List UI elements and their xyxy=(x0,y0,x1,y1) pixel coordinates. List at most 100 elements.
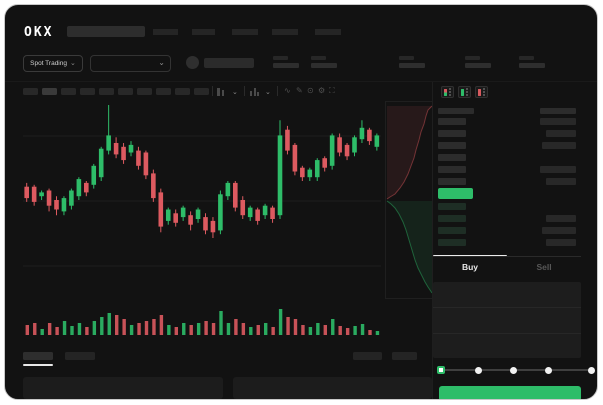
nav-item-placeholder[interactable] xyxy=(315,29,341,35)
market-type-dropdown[interactable]: Spot Trading ⌄ xyxy=(23,55,83,72)
timeframe-button[interactable] xyxy=(118,88,133,95)
orderbook-ask-row[interactable] xyxy=(438,154,576,161)
slider-step-dot[interactable] xyxy=(475,367,482,374)
orderbook-mode-both-icon[interactable] xyxy=(441,86,454,98)
candle xyxy=(292,144,298,172)
volume-bar xyxy=(196,323,201,335)
candle xyxy=(233,182,238,208)
orderbook-ask-row[interactable] xyxy=(438,166,576,173)
snapshot-icon[interactable]: ⊙ xyxy=(307,86,314,95)
orderbook-price-placeholder xyxy=(438,142,466,149)
volume-bar xyxy=(241,323,246,335)
nav-item-placeholder[interactable] xyxy=(232,29,258,35)
candlestick-chart[interactable] xyxy=(23,103,381,295)
volume-bar xyxy=(375,331,380,335)
chevron-down-icon[interactable]: ⌄ xyxy=(265,89,271,96)
order-form[interactable] xyxy=(433,282,581,358)
bottom-tab-active[interactable] xyxy=(23,352,53,360)
candle xyxy=(277,135,283,216)
candle xyxy=(374,135,380,147)
volume-bar xyxy=(182,323,186,335)
candle xyxy=(24,186,29,199)
search-input[interactable] xyxy=(67,26,145,37)
toolbar-divider xyxy=(212,86,213,96)
tab-sell[interactable]: Sell xyxy=(536,262,552,272)
candle xyxy=(128,144,134,153)
orderbook-mode-bids-icon[interactable] xyxy=(458,86,471,98)
candle xyxy=(46,190,52,206)
candle xyxy=(61,198,67,212)
volume-bar xyxy=(271,327,275,335)
orderbook-price-header xyxy=(438,108,474,114)
draw-tool-icon[interactable]: ✎ xyxy=(296,86,303,95)
timeframe-button[interactable] xyxy=(156,88,171,95)
orderbook-ask-row[interactable] xyxy=(438,142,576,149)
depth-bid-line xyxy=(386,200,432,294)
orderbook-price-placeholder xyxy=(438,227,466,234)
pair-name-placeholder xyxy=(204,58,254,68)
ticker-stat xyxy=(399,56,425,68)
candle xyxy=(143,152,149,176)
chevron-down-icon[interactable]: ⌄ xyxy=(232,89,238,96)
bottom-tab[interactable] xyxy=(65,352,95,360)
pair-selector-dropdown[interactable]: ⌄ xyxy=(90,55,171,72)
timeframe-button[interactable] xyxy=(61,88,76,95)
orderbook-amount-placeholder xyxy=(546,130,576,137)
orderbook-price-placeholder xyxy=(438,215,466,222)
slider-step-dot[interactable] xyxy=(510,367,517,374)
orderbook-bid-row[interactable] xyxy=(438,215,576,222)
slider-handle[interactable] xyxy=(437,366,445,374)
orderbook-amount-header xyxy=(540,108,576,114)
candle xyxy=(98,148,104,178)
nav-item-placeholder[interactable] xyxy=(272,29,298,35)
candle xyxy=(300,167,305,178)
tab-buy[interactable]: Buy xyxy=(461,262,479,272)
volume-bar xyxy=(323,325,327,335)
orderbook-ask-row[interactable] xyxy=(438,130,576,137)
timeframe-button-active[interactable] xyxy=(42,88,57,95)
timeframe-button[interactable] xyxy=(194,88,209,95)
timeframe-button[interactable] xyxy=(23,88,38,95)
orderbook-price-placeholder xyxy=(438,166,466,173)
volume-bar xyxy=(129,325,134,335)
timeframe-button[interactable] xyxy=(137,88,152,95)
bottom-action-placeholder[interactable] xyxy=(353,352,382,360)
orderbook-mode-asks-icon[interactable] xyxy=(475,86,488,98)
volume-bar xyxy=(189,325,193,335)
settings-icon[interactable]: ⚙ xyxy=(318,86,326,95)
buy-submit-button[interactable] xyxy=(439,386,581,399)
orderbook-ask-row[interactable] xyxy=(438,118,576,125)
orderbook-bid-row[interactable] xyxy=(438,227,576,234)
volume-bar xyxy=(107,313,111,335)
line-tool-icon[interactable]: ∿ xyxy=(284,86,291,95)
ticker-stat xyxy=(311,56,337,68)
form-field-divider xyxy=(433,333,581,334)
orderbook-ask-row[interactable] xyxy=(438,178,576,185)
volume-bar xyxy=(226,323,231,335)
orderbook-price-placeholder xyxy=(438,178,466,185)
slider-step-dot[interactable] xyxy=(545,367,552,374)
slider-step-dot[interactable] xyxy=(588,367,595,374)
volume-bar xyxy=(100,317,104,335)
timeframe-button[interactable] xyxy=(99,88,114,95)
nav-item-placeholder[interactable] xyxy=(192,29,215,35)
orderbook-bid-row[interactable] xyxy=(438,203,576,210)
candle xyxy=(121,146,126,161)
volume-bar xyxy=(331,319,335,335)
timeframe-button[interactable] xyxy=(175,88,190,95)
volume-bar xyxy=(286,317,290,335)
candle xyxy=(307,169,313,178)
volume-bar xyxy=(144,321,149,335)
indicator-icon[interactable] xyxy=(250,88,260,96)
volume-bar xyxy=(55,327,59,335)
candle xyxy=(367,129,372,142)
volume-bar xyxy=(256,325,260,335)
orderbook-bid-row[interactable] xyxy=(438,239,576,246)
nav-item-placeholder[interactable] xyxy=(153,29,178,35)
timeframe-button[interactable] xyxy=(80,88,95,95)
last-price-badge[interactable] xyxy=(438,188,473,199)
fullscreen-icon[interactable]: ⛶ xyxy=(329,86,335,95)
candle xyxy=(225,182,231,197)
bottom-action-placeholder[interactable] xyxy=(392,352,417,360)
candle-style-icon[interactable] xyxy=(217,88,227,96)
